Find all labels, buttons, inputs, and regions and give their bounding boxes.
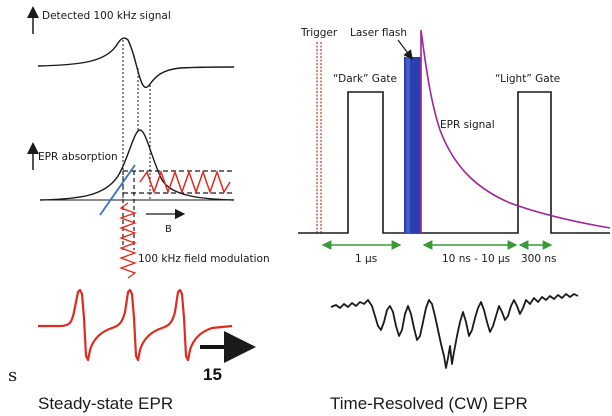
interval-1-label: 1 µs: [355, 253, 377, 265]
red-response-wave: [139, 169, 231, 195]
steady-state-spectrum: [38, 288, 233, 362]
stray-letter: s: [8, 365, 17, 386]
gate-waveform: [298, 91, 610, 234]
time-resolved-caption: Time-Resolved (CW) EPR: [330, 394, 528, 413]
tangent-line: [99, 164, 136, 216]
laser-flash-label: Laser flash: [350, 27, 407, 39]
steady-state-caption: Steady-state EPR: [38, 394, 173, 413]
time-resolved-spectrum: [330, 293, 579, 369]
time-resolved-panel: Trigger “Dark” Gate “Light” Gate Laser f…: [298, 27, 611, 413]
field-axis-label: B: [165, 224, 172, 235]
epr-decay-curve: [420, 29, 611, 233]
laser-flash-pointer: [397, 39, 413, 60]
laser-flash-highlight: [406, 57, 410, 233]
steady-state-panel: Detected 100 kHz signal EPR absorption B…: [8, 6, 270, 413]
detected-signal-label: Detected 100 kHz signal: [42, 10, 171, 22]
epr-absorption-label: EPR absorption: [38, 151, 118, 163]
field-modulation-wave: [119, 202, 137, 279]
dark-gate-label: “Dark” Gate: [333, 73, 397, 85]
interval-2-label: 10 ns - 10 µs: [442, 253, 510, 265]
field-modulation-label: 100 kHz field modulation: [138, 253, 270, 265]
absorption-curve: [39, 129, 235, 201]
epr-signal-label: EPR signal: [440, 119, 495, 131]
derivative-curve: [37, 37, 235, 89]
light-gate-label: “Light” Gate: [495, 73, 560, 85]
trigger-label: Trigger: [300, 27, 338, 39]
interval-3-label: 300 ns: [521, 253, 557, 265]
slide-number: 15: [203, 365, 222, 384]
